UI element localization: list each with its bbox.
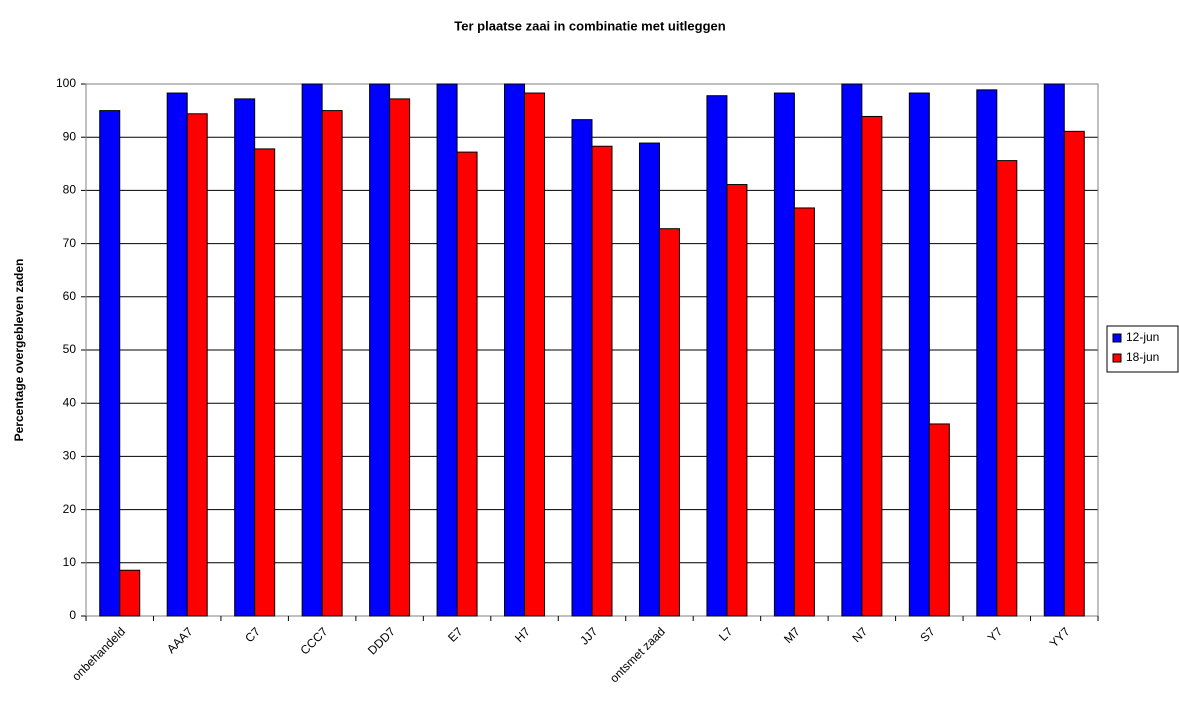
bar — [166, 92, 188, 617]
y-tick-label: 90 — [63, 129, 77, 143]
bar — [369, 83, 391, 617]
bar — [706, 95, 728, 617]
x-tick-label: C7 — [242, 624, 263, 645]
bar — [638, 142, 660, 617]
bar — [436, 83, 458, 617]
x-tick-label: ontsmet zaad — [607, 624, 668, 685]
bar — [99, 110, 121, 617]
x-tick-label: E7 — [445, 624, 466, 645]
bar — [186, 113, 208, 617]
y-tick-label: 10 — [63, 555, 77, 569]
chart-title: Ter plaatse zaai in combinatie met uitle… — [454, 18, 725, 33]
bar — [996, 160, 1018, 617]
x-tick-label: S7 — [917, 624, 938, 645]
y-tick-label: 70 — [63, 236, 77, 250]
y-tick-label: 50 — [63, 342, 77, 356]
x-tick-label: DDD7 — [365, 624, 398, 657]
x-tick-label: onbehandeld — [69, 624, 128, 683]
bar — [908, 92, 930, 617]
bar — [254, 148, 276, 617]
bar — [504, 83, 526, 617]
bar — [793, 207, 815, 617]
x-tick-label: CCC7 — [297, 624, 330, 657]
legend-label: 18-jun — [1126, 350, 1159, 364]
y-tick-label: 0 — [69, 608, 76, 622]
bar — [928, 423, 950, 617]
bar — [571, 119, 593, 617]
y-tick-label: 30 — [63, 449, 77, 463]
x-tick-label: L7 — [716, 624, 736, 644]
y-tick-label: 20 — [63, 502, 77, 516]
bar — [301, 83, 323, 617]
bar — [976, 89, 998, 617]
y-tick-label: 40 — [63, 395, 77, 409]
bar — [456, 151, 478, 617]
y-tick-label: 60 — [63, 289, 77, 303]
y-tick-label: 100 — [56, 76, 76, 90]
bar — [841, 83, 863, 617]
bar — [389, 98, 411, 617]
legend-swatch — [1112, 333, 1122, 343]
bar — [1063, 130, 1085, 617]
x-tick-label: YY7 — [1047, 624, 1073, 650]
x-tick-label: N7 — [849, 624, 870, 645]
x-tick-label: Y7 — [985, 624, 1006, 645]
legend-swatch — [1112, 353, 1122, 363]
bar — [726, 184, 748, 617]
bar — [773, 92, 795, 617]
y-tick-label: 80 — [63, 183, 77, 197]
x-tick-label: H7 — [512, 624, 533, 645]
legend-label: 12-jun — [1126, 330, 1159, 344]
bar — [524, 92, 546, 617]
bar — [861, 115, 883, 617]
y-axis-label: Percentage overgebleven zaden — [12, 259, 26, 442]
bar — [119, 569, 141, 617]
x-tick-label: AAA7 — [164, 624, 196, 656]
bar — [591, 145, 613, 617]
bar — [658, 228, 680, 617]
bar — [321, 110, 343, 617]
x-tick-label: M7 — [781, 624, 803, 646]
bar — [1043, 83, 1065, 617]
x-tick-label: JJ7 — [577, 624, 600, 647]
bar — [234, 98, 256, 617]
